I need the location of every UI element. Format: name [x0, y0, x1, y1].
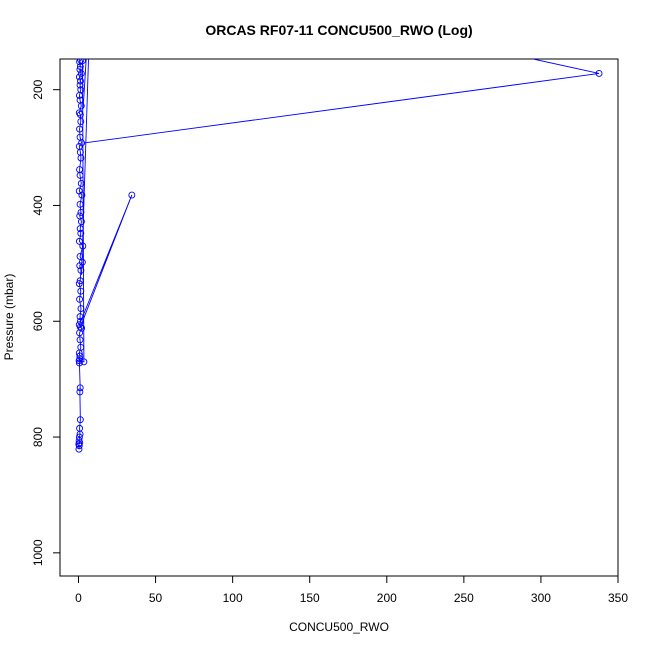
data-point: [78, 324, 86, 332]
data-point: [79, 242, 87, 250]
data-point: [77, 287, 85, 295]
x-tick-label: 200: [377, 591, 397, 605]
data-point: [80, 358, 88, 366]
series-line-segment: [81, 59, 89, 275]
plot-area: [59, 58, 619, 577]
data-point: [75, 187, 83, 195]
data-point: [77, 229, 85, 237]
data-point: [75, 359, 83, 367]
data-point: [76, 96, 84, 104]
data-point: [76, 81, 84, 89]
data-point: [76, 59, 84, 66]
data-point: [77, 266, 85, 274]
data-point: [76, 295, 84, 303]
x-axis: 0 50 100 150 200 250 300 350: [75, 575, 628, 605]
data-point: [79, 59, 86, 65]
x-tick-label: 50: [149, 591, 163, 605]
y-tick-label: 200: [31, 79, 45, 99]
y-tick-label: 800: [31, 427, 45, 447]
y-tick-label: 400: [31, 195, 45, 215]
data-point: [76, 65, 84, 73]
data-point: [77, 118, 85, 125]
series-line-segment: [83, 59, 600, 144]
data-point: [76, 133, 84, 141]
data-point: [76, 125, 84, 133]
y-tick-label: 1000: [31, 539, 45, 566]
data-point: [77, 77, 84, 85]
data-point: [76, 111, 84, 119]
x-tick-label: 150: [300, 591, 320, 605]
data-point: [78, 258, 86, 266]
x-tick-label: 300: [531, 591, 551, 605]
series-line-segment: [82, 59, 87, 109]
data-point: [76, 388, 84, 396]
data-point: [77, 208, 85, 216]
data-point: [75, 437, 83, 444]
x-tick-label: 250: [454, 591, 474, 605]
data-point: [77, 180, 85, 187]
data-point: [75, 73, 83, 81]
x-axis-label: CONCU500_RWO: [289, 620, 389, 634]
data-point: [76, 384, 84, 392]
data-point: [128, 191, 136, 199]
y-axis-label: Pressure (mbar): [2, 274, 16, 361]
data-point: [77, 86, 85, 94]
data-point: [75, 109, 83, 117]
data-point: [75, 445, 83, 453]
data-point: [75, 440, 83, 448]
data-point: [75, 237, 83, 245]
data-point: [76, 416, 84, 424]
chart-title: ORCAS RF07-11 CONCU500_RWO (Log): [205, 22, 472, 38]
data-point: [76, 225, 84, 233]
data-point: [77, 343, 85, 351]
y-axis: 200 400 600 800 1000: [31, 79, 61, 566]
data-point: [76, 166, 84, 174]
data-point: [76, 313, 84, 321]
series-line-segment: [79, 194, 133, 328]
data-point: [77, 305, 85, 312]
data-point: [76, 200, 84, 208]
data-point: [595, 70, 603, 77]
y-tick-label: 600: [31, 311, 45, 331]
data-layer: [75, 59, 603, 453]
data-point: [76, 424, 84, 432]
data-point: [76, 323, 84, 331]
data-point: [76, 277, 84, 285]
data-point: [76, 212, 84, 220]
x-tick-label: 0: [75, 591, 82, 605]
data-point: [76, 252, 84, 260]
data-point: [75, 142, 83, 150]
data-point: [76, 336, 84, 344]
x-tick-label: 100: [223, 591, 243, 605]
data-point: [76, 352, 84, 360]
data-point: [75, 433, 83, 441]
data-point: [75, 280, 83, 288]
x-tick-label: 350: [608, 591, 628, 605]
data-point: [77, 70, 85, 77]
